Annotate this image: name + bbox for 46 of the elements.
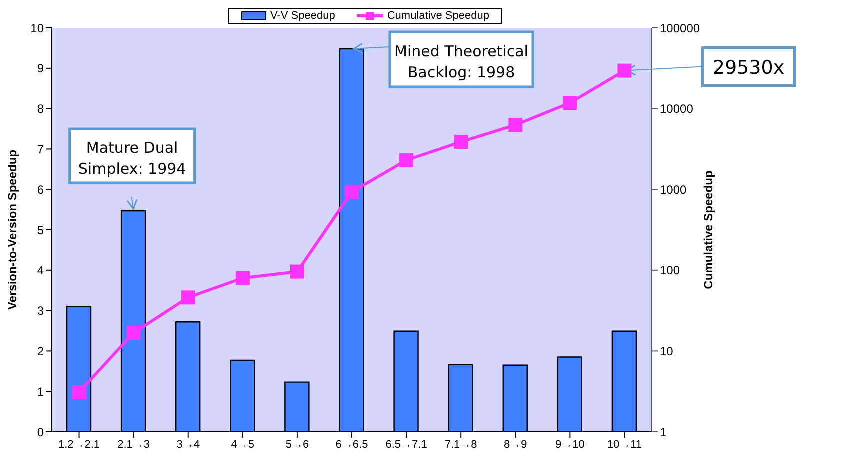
x-tick-label: 4→5 <box>231 438 255 451</box>
y2-tick-label: 100 <box>660 264 680 278</box>
y-tick-label: 4 <box>37 264 44 278</box>
x-tick-label: 3→4 <box>176 438 200 451</box>
point <box>563 96 578 110</box>
x-tick-label: 6→6.5 <box>336 438 368 451</box>
y-tick-label: 3 <box>37 304 44 318</box>
point <box>290 264 304 279</box>
y-tick-label: 5 <box>37 223 44 238</box>
y2-axis-title: Cumulative Speedup <box>701 170 716 290</box>
x-tick-label: 8→9 <box>504 438 528 451</box>
x-tick-label: 2.1→3 <box>118 438 150 451</box>
y2-tick-label: 10 <box>660 344 674 358</box>
point <box>508 118 523 132</box>
y-tick-label: 1 <box>37 384 44 399</box>
point <box>400 153 414 168</box>
annotation: 29530x <box>712 56 785 79</box>
y2-tick-label: 1 <box>660 425 667 440</box>
point <box>345 185 359 200</box>
y-tick-label: 6 <box>37 182 44 197</box>
annotation: Mined Theoretical Backlog: 1998 <box>394 42 528 82</box>
y-axis-title: Version-to-Version Speedup <box>5 150 20 310</box>
x-tick-label: 10→11 <box>607 438 642 451</box>
point <box>72 385 86 400</box>
point <box>126 326 141 340</box>
y-tick-label: 2 <box>37 344 44 358</box>
legend-label: V-V Speedup <box>270 10 336 22</box>
legend-label: Cumulative Speedup <box>386 10 490 22</box>
y-tick-label: 0 <box>37 425 44 440</box>
x-tick-label: 9→10 <box>556 438 585 451</box>
x-tick-label: 1.2→2.1 <box>58 438 100 451</box>
x-tick-label: 5→6 <box>286 438 310 451</box>
point <box>236 271 250 286</box>
x-tick-label: 6.5→7.1 <box>386 438 428 451</box>
y-tick-label: 8 <box>37 102 44 116</box>
point <box>618 64 632 78</box>
point <box>181 290 196 305</box>
y-tick-label: 7 <box>37 142 44 156</box>
annotation: Mature Dual Simplex: 1994 <box>78 139 186 178</box>
point <box>454 135 468 150</box>
x-tick-label: 7.1→8 <box>444 438 478 451</box>
y-tick-label: 10 <box>30 21 44 36</box>
y2-tick-label: 100000 <box>660 21 700 36</box>
y-tick-label: 9 <box>37 62 44 76</box>
y2-tick-label: 1000 <box>660 182 688 197</box>
y2-tick-label: 10000 <box>660 102 694 116</box>
